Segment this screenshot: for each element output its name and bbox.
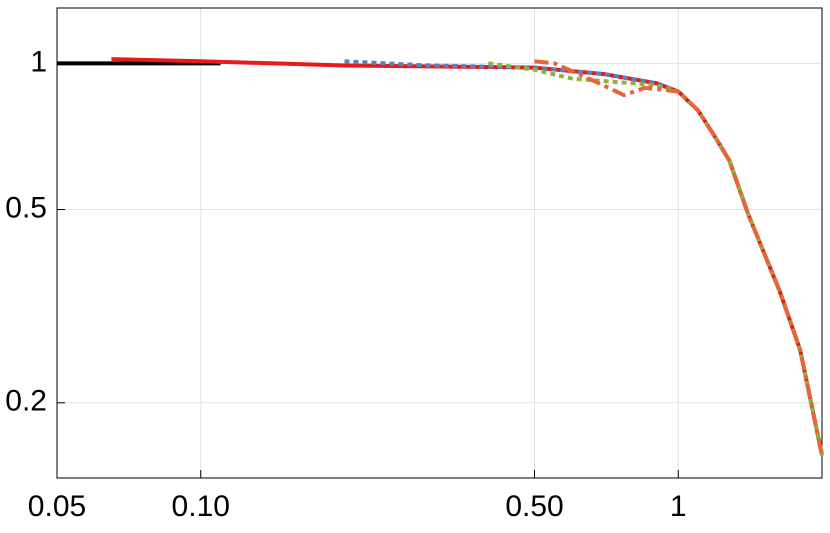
x-tick-label: 0.05 xyxy=(28,490,86,523)
x-tick-label: 1 xyxy=(670,490,687,523)
y-tick-label: 0.2 xyxy=(5,385,47,418)
data-line xyxy=(344,59,824,456)
data-line xyxy=(534,59,824,456)
plot-frame xyxy=(56,7,823,479)
y-tick-label: 0.5 xyxy=(5,191,47,224)
x-tick-label: 0.50 xyxy=(505,490,563,523)
y-tick-label: 1 xyxy=(30,45,47,78)
x-tick-label: 0.10 xyxy=(172,490,230,523)
data-line xyxy=(487,61,824,456)
data-line xyxy=(111,57,824,456)
